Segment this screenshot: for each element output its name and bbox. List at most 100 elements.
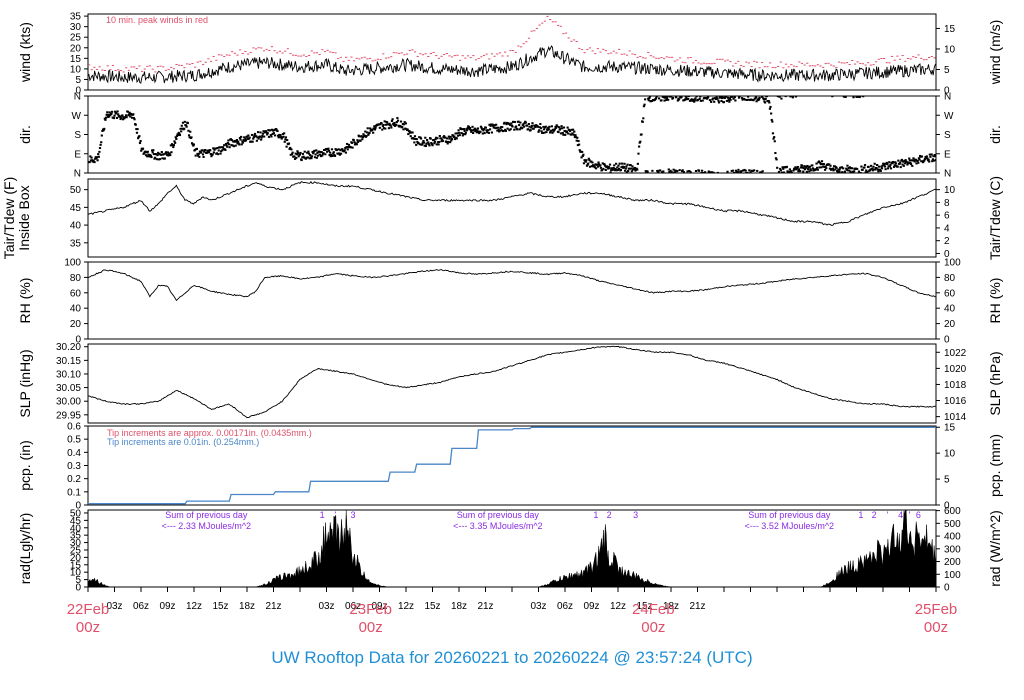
direction-mark <box>291 151 294 154</box>
direction-mark <box>183 127 186 130</box>
direction-mark <box>898 162 901 165</box>
direction-mark <box>646 170 649 173</box>
direction-mark <box>261 132 265 135</box>
direction-mark <box>716 171 719 173</box>
direction-mark <box>235 139 238 142</box>
direction-mark <box>920 160 923 163</box>
direction-mark <box>164 152 167 155</box>
panel-temperature: 35 40 45 50 0 2 46 8 10 Tair/Tdew (F) Inside Box Ta… <box>1 176 1003 260</box>
direction-mark <box>657 171 660 173</box>
right-tick-label: 60 <box>944 288 956 299</box>
direction-mark <box>881 164 884 167</box>
time-tick-label: 15z <box>424 601 440 612</box>
direction-mark <box>350 141 354 144</box>
direction-mark <box>470 129 474 132</box>
direction-mark <box>839 166 842 169</box>
direction-mark <box>387 123 390 126</box>
right-tick-label: 1018 <box>944 380 967 391</box>
direction-mark <box>543 131 546 134</box>
direction-mark <box>422 139 425 142</box>
direction-mark <box>344 151 348 154</box>
direction-mark <box>382 127 386 130</box>
direction-mark <box>421 143 424 146</box>
direction-mark <box>449 141 452 144</box>
direction-mark <box>457 129 460 132</box>
right-tick-label: 2 <box>944 236 950 247</box>
direction-mark <box>157 151 160 154</box>
direction-mark <box>823 168 827 171</box>
direction-mark <box>303 156 306 159</box>
direction-mark <box>272 132 275 135</box>
direction-mark <box>768 101 771 104</box>
direction-mark <box>821 163 824 166</box>
direction-mark <box>725 99 729 102</box>
direction-mark <box>437 143 440 146</box>
direction-mark <box>462 132 465 135</box>
direction-mark <box>404 122 407 125</box>
direction-mark <box>255 139 258 142</box>
direction-mark <box>846 169 850 172</box>
direction-mark <box>402 128 405 131</box>
direction-mark <box>629 163 632 166</box>
direction-mark <box>335 149 338 152</box>
direction-mark <box>167 154 170 157</box>
right-tick-label: 8 <box>944 198 950 209</box>
direction-mark <box>778 96 781 98</box>
direction-mark <box>88 161 91 164</box>
direction-mark <box>135 128 138 131</box>
direction-mark <box>602 167 605 170</box>
right-tick-label: 20 <box>944 319 956 330</box>
time-tick-label: 12z <box>398 601 414 612</box>
left-tick-label: 30.20 <box>56 342 81 353</box>
direction-mark <box>355 143 358 146</box>
direction-mark <box>410 131 413 134</box>
direction-mark <box>831 96 834 98</box>
direction-mark <box>270 128 274 131</box>
direction-mark <box>593 166 596 169</box>
y-axis-label: rad(Lgly/hr) <box>17 513 33 585</box>
right-tick-label: W <box>944 111 954 122</box>
direction-mark <box>319 150 322 153</box>
precip-line <box>88 426 936 505</box>
direction-mark <box>760 171 763 173</box>
left-tick-label: 20 <box>70 43 82 54</box>
direction-mark <box>143 152 146 155</box>
direction-mark <box>155 153 158 156</box>
direction-mark <box>836 171 839 173</box>
direction-mark <box>548 131 552 134</box>
direction-mark <box>251 140 254 143</box>
direction-mark <box>403 121 406 124</box>
direction-mark <box>300 159 303 162</box>
direction-mark <box>489 124 492 127</box>
radiation-note: Sum of previous day <box>165 510 248 520</box>
direction-mark <box>571 128 575 131</box>
direction-mark <box>581 155 584 158</box>
y-axis-label: dir. <box>17 125 33 144</box>
direction-mark <box>258 135 262 138</box>
direction-mark <box>578 149 581 152</box>
direction-mark <box>757 98 761 101</box>
direction-mark <box>360 135 363 138</box>
direction-mark <box>242 139 245 142</box>
direction-mark <box>289 153 292 156</box>
direction-mark <box>154 156 157 159</box>
direction-mark <box>779 167 782 170</box>
direction-mark <box>684 98 687 101</box>
direction-mark <box>621 165 624 168</box>
right-tick-label: 100 <box>944 570 961 581</box>
direction-mark <box>425 138 429 141</box>
direction-mark <box>794 166 797 169</box>
direction-mark <box>504 128 507 131</box>
y-axis-label: Tair/Tdew (F) <box>1 177 17 259</box>
direction-mark <box>138 142 142 145</box>
direction-mark <box>147 153 150 156</box>
direction-mark <box>339 152 343 155</box>
direction-mark <box>195 147 199 150</box>
direction-mark <box>95 157 98 160</box>
direction-mark <box>108 111 111 114</box>
direction-mark <box>509 128 512 131</box>
direction-mark <box>651 169 654 172</box>
direction-mark <box>438 134 441 137</box>
direction-mark <box>505 121 509 124</box>
direction-mark <box>860 165 863 168</box>
